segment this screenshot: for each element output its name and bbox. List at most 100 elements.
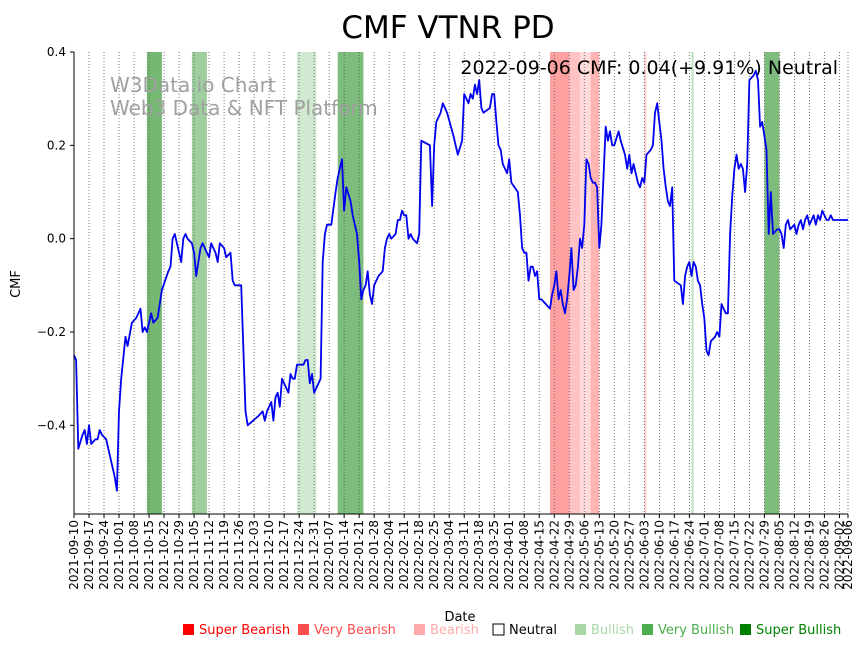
x-tick-label: 2022-03-04 [442, 520, 456, 590]
x-tick-label: 2022-05-06 [577, 520, 591, 590]
x-tick-label: 2022-01-21 [352, 520, 366, 590]
legend-swatch [183, 624, 194, 635]
y-tick-label: 0.2 [47, 138, 66, 152]
x-axis-label: Date [444, 610, 475, 625]
x-tick-label: 2021-12-24 [292, 520, 306, 590]
signal-band [146, 52, 162, 514]
x-tick-label: 2021-09-17 [82, 520, 96, 590]
signal-band [569, 52, 580, 514]
y-tick-label: −0.2 [37, 325, 66, 339]
x-tick-label: 2021-09-10 [67, 520, 81, 590]
x-tick-label: 2022-08-19 [802, 520, 816, 590]
x-tick-label: 2022-02-04 [382, 520, 396, 590]
y-tick-label: 0.4 [47, 45, 66, 59]
x-tick-label: 2021-11-19 [217, 520, 231, 590]
signal-band [549, 52, 570, 514]
signal-band [296, 52, 317, 514]
x-tick-label: 2021-12-03 [247, 520, 261, 590]
x-tick-label: 2021-10-08 [127, 520, 141, 590]
vertical-gridlines [73, 52, 849, 514]
watermark: W3Data.io Chart Web3 Data & NFT Platform [110, 73, 378, 120]
x-tick-label: 2022-02-18 [412, 520, 426, 590]
x-tick-label: 2022-08-12 [787, 520, 801, 590]
legend-label: Neutral [509, 623, 557, 638]
x-tick-label: 2022-01-14 [337, 520, 351, 590]
y-tick-label: 0.0 [47, 232, 66, 246]
signal-band [590, 52, 600, 514]
legend-item: Very Bullish [642, 623, 734, 638]
x-tick-label: 2022-07-08 [712, 520, 726, 590]
signal-band [191, 52, 207, 514]
watermark-line-1: W3Data.io Chart [110, 73, 276, 97]
x-tick-label: 2022-06-17 [667, 520, 681, 590]
x-tick-label: 2022-04-22 [547, 520, 561, 590]
x-tick-label: 2021-12-31 [307, 520, 321, 590]
x-tick-label: 2022-08-26 [817, 520, 831, 590]
legend-label: Bullish [591, 623, 634, 638]
x-tick-label: 2022-01-07 [322, 520, 336, 590]
legend-item: Bearish [414, 623, 479, 638]
chart-title: CMF VTNR PD [341, 10, 554, 46]
status-annotation: 2022-09-06 CMF: 0.04(+9.91%) Neutral [460, 57, 838, 79]
y-tick-label: −0.4 [37, 418, 66, 432]
watermark-line-2: Web3 Data & NFT Platform [110, 96, 378, 120]
legend-item: Super Bullish [740, 623, 841, 638]
legend-label: Bearish [430, 623, 479, 638]
x-tick-label: 2022-05-20 [607, 520, 621, 590]
legend-item: Neutral [492, 623, 557, 638]
x-tick-label: 2021-10-15 [142, 520, 156, 590]
x-tick-label: 2021-11-05 [187, 520, 201, 590]
signal-band [691, 52, 694, 514]
y-axis-label: CMF [9, 270, 24, 298]
x-tick-label: 2022-07-29 [757, 520, 771, 590]
legend-swatch [575, 624, 586, 635]
legend-swatch [298, 624, 309, 635]
x-tick-label: 2022-05-13 [592, 520, 606, 590]
x-tick-label: 2022-06-03 [637, 520, 651, 590]
x-tick-label: 2021-11-26 [232, 520, 246, 590]
x-axis-ticks: 2021-09-10 2021-09-17 2021-09-24 2021-10-01… [67, 514, 855, 590]
x-tick-label: 2022-05-27 [622, 520, 636, 590]
x-tick-label: 2021-10-01 [112, 520, 126, 590]
x-tick-label: 2022-06-10 [652, 520, 666, 590]
x-tick-label: 2022-04-01 [502, 520, 516, 590]
legend-swatch [414, 624, 425, 635]
x-tick-label: 2022-03-11 [457, 520, 471, 590]
signal-band [764, 52, 780, 514]
x-tick-label: 2022-09-02 [832, 520, 846, 590]
x-tick-label: 2022-03-25 [487, 520, 501, 590]
legend-label: Super Bullish [756, 623, 841, 638]
x-tick-label: 2022-02-25 [427, 520, 441, 590]
signal-bands [146, 52, 780, 514]
x-tick-label: 2022-01-28 [367, 520, 381, 590]
legend-swatch [740, 624, 751, 635]
x-tick-label: 2021-10-22 [157, 520, 171, 590]
x-tick-label: 2022-07-15 [727, 520, 741, 590]
x-tick-label: 2022-08-05 [772, 520, 786, 590]
legend: Super Bearish Very Bearish Bearish Neutral B… [183, 623, 841, 638]
signal-band [644, 52, 647, 514]
y-axis-ticks: −0.4 −0.2 0.0 0.2 0.4 [37, 45, 74, 432]
legend-label: Super Bearish [199, 623, 290, 638]
x-tick-label: 2021-12-17 [277, 520, 291, 590]
legend-item: Bullish [575, 623, 634, 638]
x-tick-label: 2022-04-08 [517, 520, 531, 590]
x-tick-label: 2022-04-15 [532, 520, 546, 590]
x-tick-label: 2022-03-18 [472, 520, 486, 590]
x-tick-label: 2021-11-12 [202, 520, 216, 590]
signal-band [579, 52, 591, 514]
x-tick-label: 2022-07-22 [742, 520, 756, 590]
legend-label: Very Bullish [658, 623, 734, 638]
legend-swatch [642, 624, 653, 635]
x-tick-label: 2022-07-01 [697, 520, 711, 590]
legend-item: Super Bearish [183, 623, 290, 638]
x-tick-label: 2021-09-24 [97, 520, 111, 590]
cmf-series-line [73, 69, 848, 492]
x-tick-label: 2021-10-29 [172, 520, 186, 590]
legend-label: Very Bearish [314, 623, 396, 638]
legend-item: Very Bearish [298, 623, 396, 638]
x-tick-label: 2022-09-06 [841, 520, 855, 590]
legend-swatch [492, 623, 505, 636]
x-tick-label: 2022-06-24 [682, 520, 696, 590]
